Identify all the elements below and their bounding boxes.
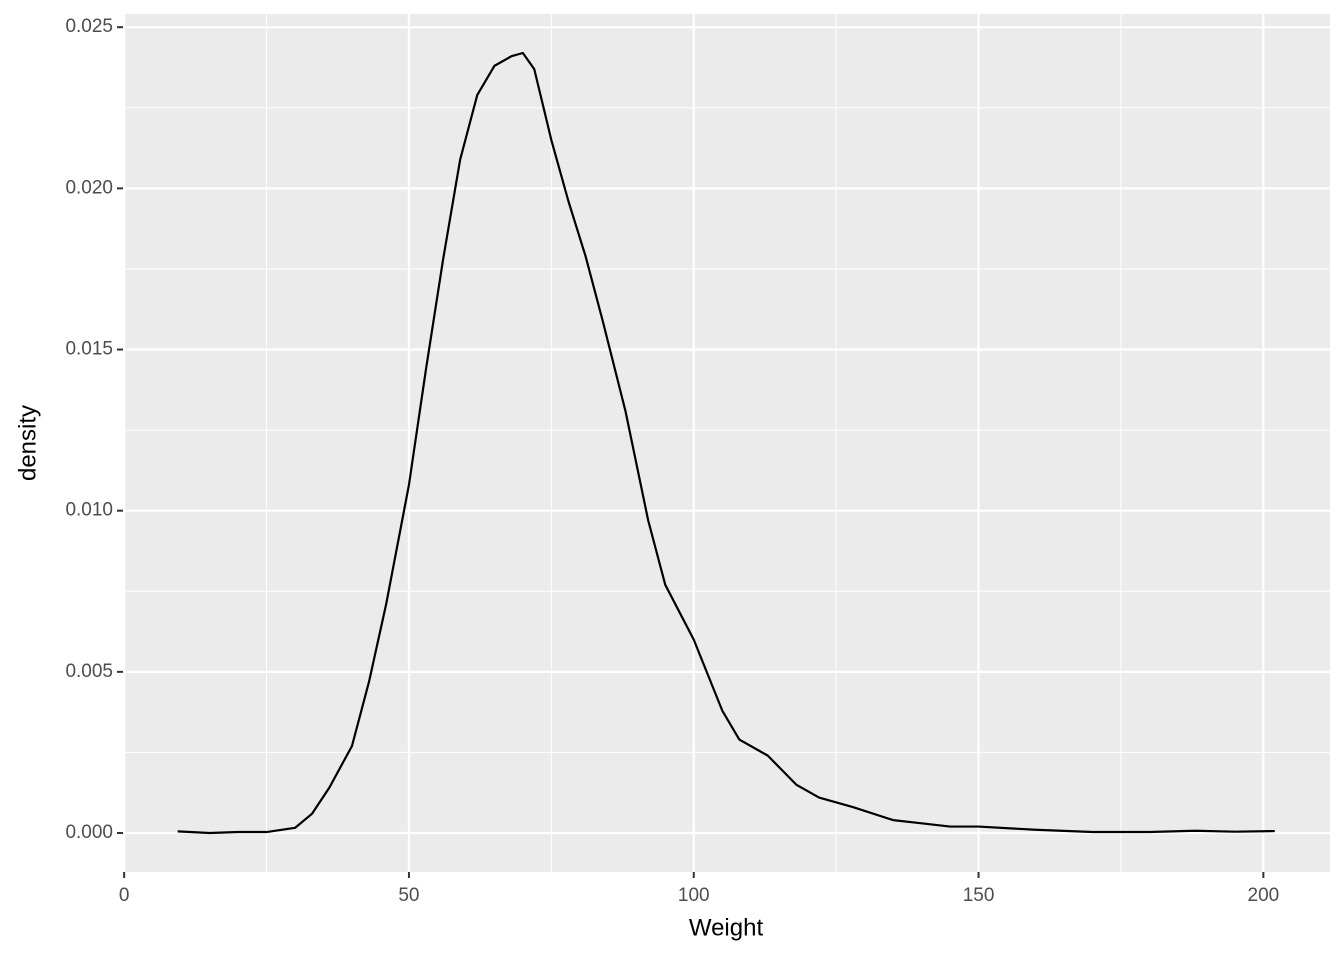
x-axis-title: Weight: [689, 914, 764, 941]
density-line: [177, 51, 1275, 835]
y-axis-title: density: [14, 405, 41, 481]
y-tick-label: 0.005: [65, 661, 113, 682]
x-tick-label: 100: [678, 885, 710, 906]
x-tick-label: 0: [119, 885, 130, 906]
x-tick-label: 150: [963, 885, 995, 906]
panel: [123, 14, 1330, 872]
y-tick-label: 0.000: [65, 822, 113, 843]
y-tick-label: 0.025: [65, 16, 113, 37]
x-tick-label: 200: [1248, 885, 1280, 906]
y-tick-label: 0.010: [65, 500, 113, 521]
y-tick-label: 0.015: [65, 339, 113, 360]
grid: [123, 14, 1330, 872]
x-tick-label: 50: [398, 885, 419, 906]
y-tick-label: 0.020: [65, 177, 113, 198]
